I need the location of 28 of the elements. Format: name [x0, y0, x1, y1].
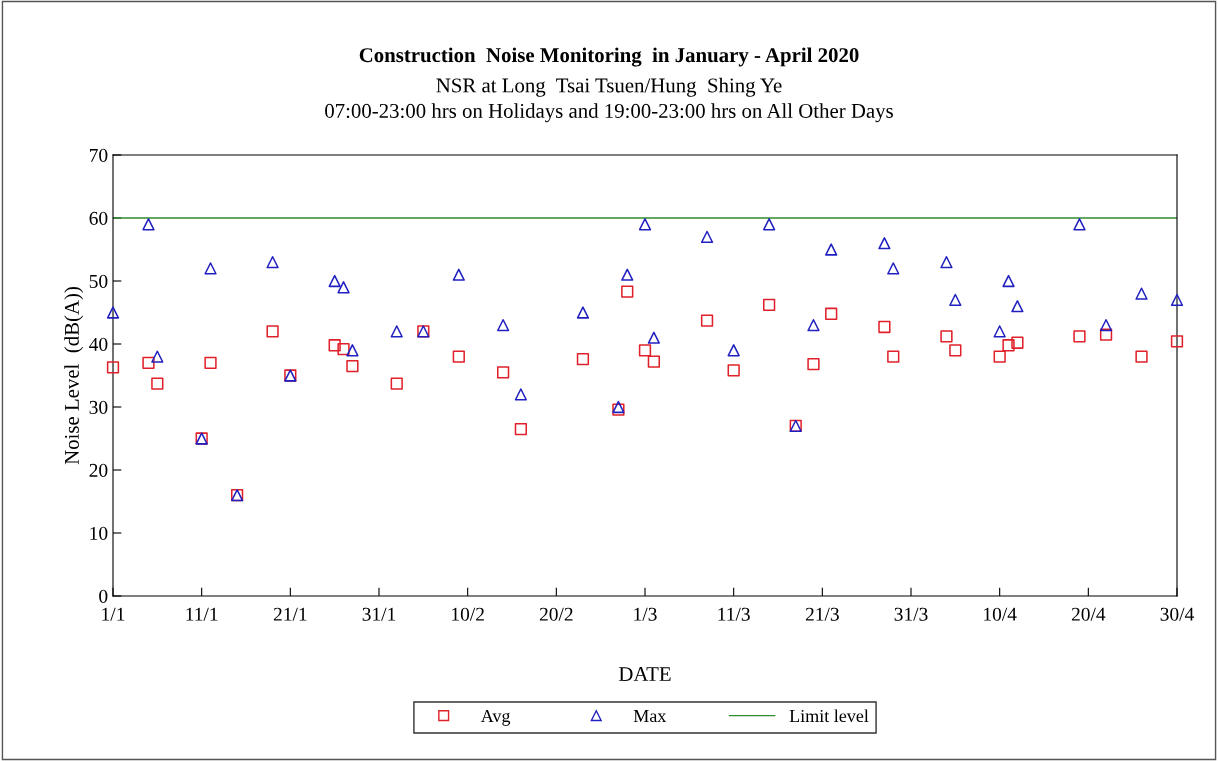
chart-subtitle: NSR at Long Tsai Tsuen/Hung Shing Ye 07:00-23:00 hrs on Holidays and 19:00-23:00 hrs on All Other Days: [325, 77, 893, 123]
y-tick-label: 20: [89, 463, 108, 477]
legend-label: Avg: [480, 709, 511, 726]
y-tick-label: 10: [90, 526, 108, 540]
x-tick-label: 30/4: [1160, 607, 1194, 621]
x-tick-label: 20/2: [539, 607, 573, 621]
x-tick-label: 11/1: [186, 607, 218, 621]
chart-title: Construction Noise Monitoring in January - April 2020: [359, 47, 859, 67]
legend-label: Max: [633, 710, 667, 723]
x-tick-label: 31/1: [362, 607, 396, 621]
x-tick-label: 1/3: [634, 607, 657, 621]
y-tick-label: 30: [89, 400, 108, 414]
y-tick-label: 0: [99, 589, 108, 603]
y-tick-label: 70: [89, 148, 108, 162]
x-tick-label: 10/4: [984, 607, 1017, 621]
y-axis-title: Noise Level (dB(A)): [64, 287, 84, 465]
x-tick-label: 10/2: [452, 607, 484, 621]
x-tick-label: 11/3: [718, 607, 750, 621]
y-tick-label: 50: [89, 274, 108, 288]
x-tick-label: 1/1: [102, 607, 125, 621]
y-tick-label: 40: [89, 337, 108, 351]
x-tick-label: 21/3: [805, 607, 839, 621]
x-tick-label: 31/3: [894, 607, 928, 621]
x-tick-label: 21/1: [273, 607, 307, 621]
legend-label: Limit level: [789, 709, 869, 723]
y-tick-label: 60: [89, 211, 108, 225]
x-axis-title: DATE: [618, 667, 671, 681]
x-tick-label: 20/4: [1071, 607, 1106, 621]
